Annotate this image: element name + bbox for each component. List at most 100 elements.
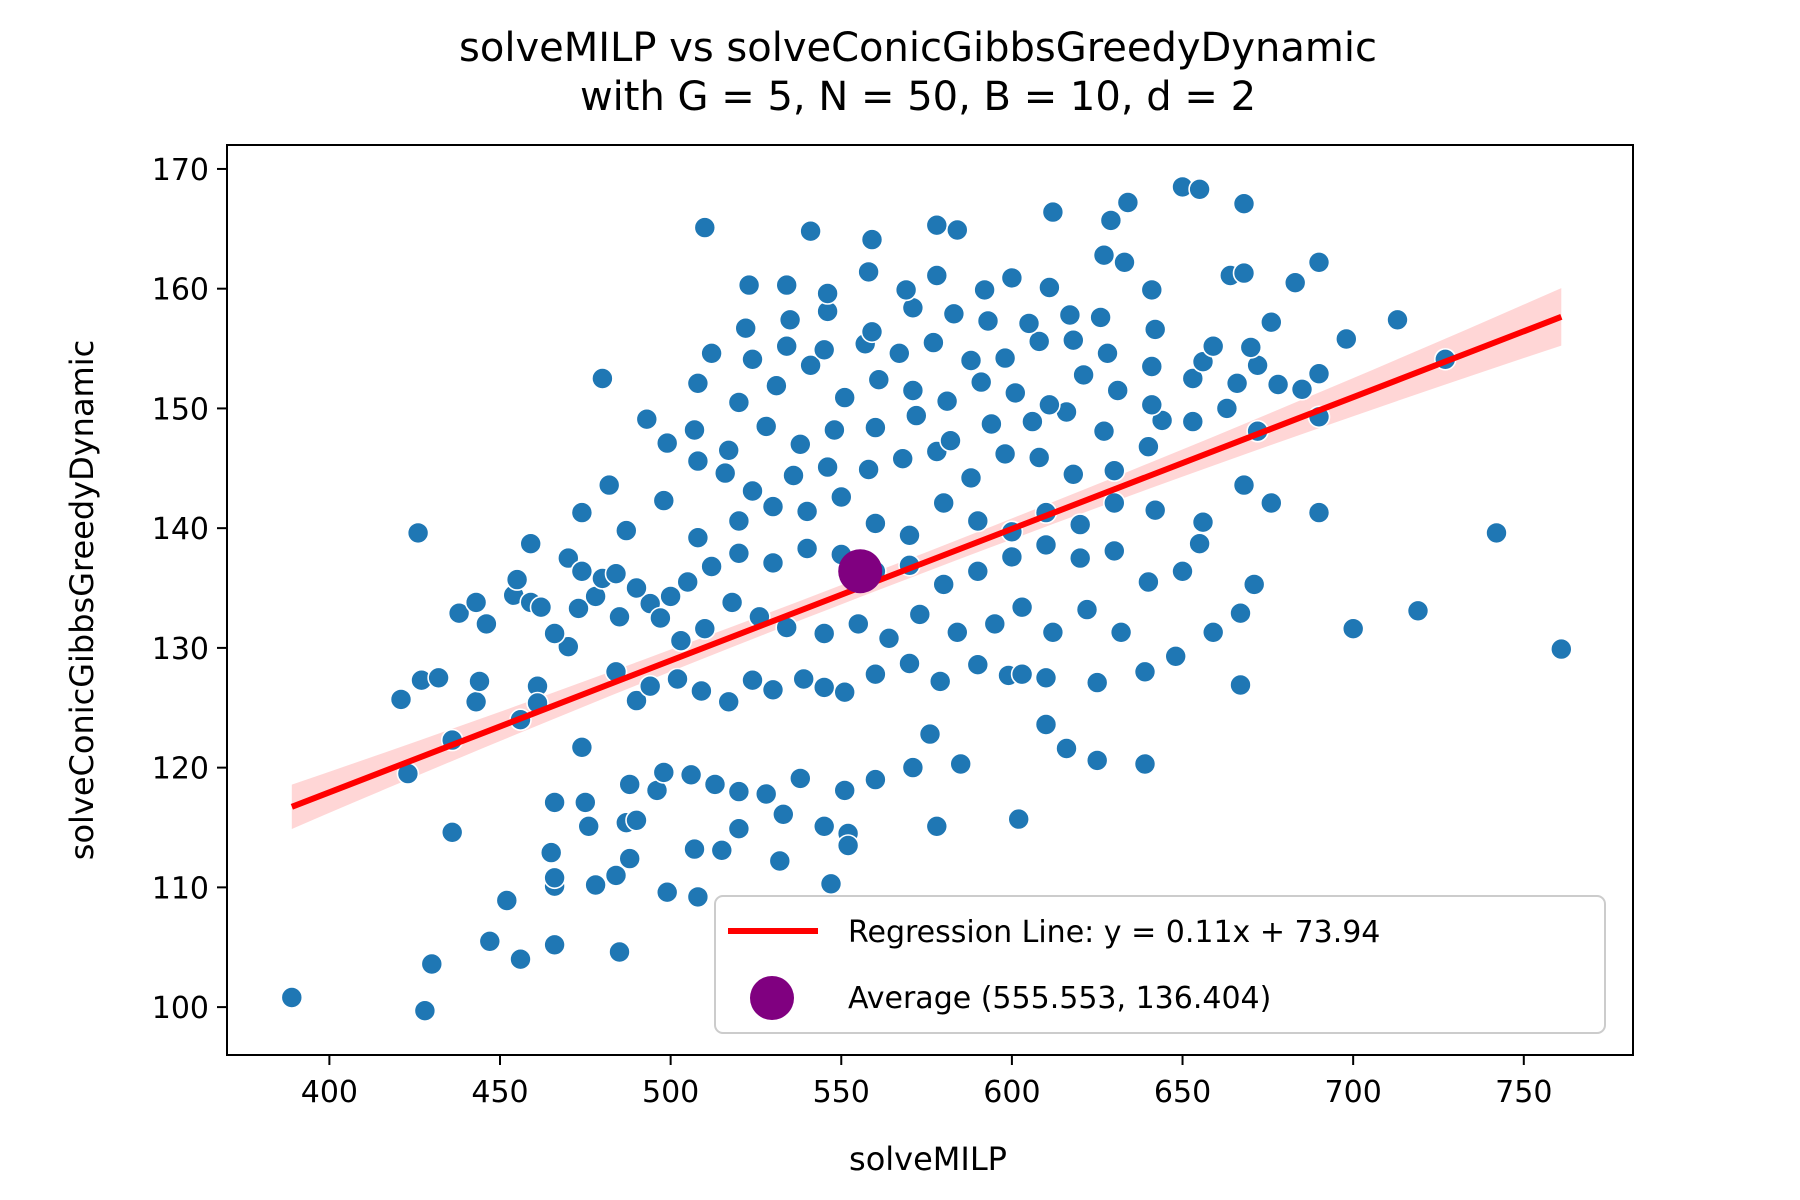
legend-average-swatch (750, 976, 794, 1020)
data-point (1000, 266, 1024, 290)
data-point (570, 735, 594, 759)
data-point (686, 526, 710, 550)
data-point (1143, 498, 1167, 522)
data-point (754, 782, 778, 806)
data-point (1137, 435, 1160, 459)
data-point (1133, 660, 1157, 684)
y-tick-label: 170 (152, 153, 209, 188)
data-point (945, 620, 969, 644)
data-point (505, 568, 529, 591)
data-point (1113, 250, 1136, 274)
data-point (891, 447, 915, 471)
data-point (1027, 330, 1051, 353)
data-point (1068, 546, 1092, 570)
data-point (1092, 419, 1116, 443)
data-point (1034, 533, 1058, 557)
data-point (693, 617, 717, 641)
data-point (792, 667, 816, 691)
data-point (577, 814, 601, 838)
data-point (864, 662, 887, 686)
data-point (539, 841, 563, 864)
data-point (389, 688, 413, 711)
data-point (604, 864, 628, 887)
data-point (1232, 473, 1256, 497)
data-point (966, 653, 990, 677)
data-point (823, 418, 846, 442)
data-point (1010, 595, 1034, 619)
data-point (727, 391, 751, 414)
data-point (1232, 261, 1256, 285)
data-point (1386, 308, 1409, 332)
data-point (683, 837, 706, 861)
data-point (1150, 409, 1174, 432)
data-point (761, 551, 785, 575)
data-point (1109, 620, 1133, 644)
data-point (1188, 532, 1211, 556)
data-point (556, 546, 580, 570)
x-tick-label: 550 (813, 1075, 870, 1110)
data-point (768, 849, 792, 873)
data-point (945, 218, 969, 242)
legend: Regression Line: y = 0.11x + 73.94 Avera… (714, 895, 1606, 1034)
x-axis-label: solveMILP (849, 1140, 1007, 1178)
data-point (1307, 362, 1331, 386)
data-point (816, 455, 839, 479)
x-tick-label: 750 (1495, 1075, 1552, 1110)
data-point (604, 562, 628, 586)
data-point (1201, 620, 1225, 644)
data-point (1307, 501, 1331, 524)
data-point (1041, 200, 1065, 224)
data-point (1232, 192, 1256, 215)
data-point (942, 302, 966, 326)
data-point (925, 814, 949, 838)
data-point (584, 873, 607, 897)
data-point (1137, 570, 1160, 594)
data-point (864, 768, 887, 791)
data-point (700, 555, 723, 578)
data-point (710, 838, 734, 862)
data-point (857, 260, 880, 284)
data-point (819, 872, 843, 896)
legend-regression-label: Regression Line: y = 0.11x + 73.94 (848, 915, 1380, 950)
data-point (1021, 410, 1044, 433)
data-point (720, 591, 744, 614)
data-point (771, 802, 795, 826)
data-point (1007, 807, 1031, 831)
data-point (591, 367, 614, 390)
data-point (679, 763, 703, 787)
data-point (618, 773, 642, 796)
data-point (741, 668, 764, 692)
y-tick-label: 110 (152, 871, 209, 906)
data-point (655, 431, 679, 455)
data-point (1034, 666, 1058, 690)
data-point (782, 464, 805, 487)
data-point (652, 489, 676, 512)
data-point (898, 523, 921, 547)
data-point (406, 521, 430, 545)
data-point (683, 418, 706, 442)
data-point (649, 606, 672, 630)
data-point (608, 605, 631, 629)
data-point (918, 722, 942, 746)
confidence-band-layer (291, 288, 1562, 830)
data-point (1072, 363, 1095, 387)
data-point (713, 461, 737, 485)
data-point (1290, 377, 1314, 401)
data-point (829, 485, 853, 509)
data-point (625, 689, 648, 712)
data-point (877, 626, 901, 650)
y-tick-label: 150 (152, 392, 209, 427)
data-point (857, 458, 880, 481)
data-point (904, 404, 928, 427)
data-point (887, 341, 911, 365)
data-point (570, 559, 594, 583)
data-point (597, 473, 621, 497)
data-point (1550, 637, 1573, 661)
data-point (973, 278, 996, 302)
data-point (1307, 250, 1331, 274)
x-tick-label: 400 (301, 1075, 358, 1110)
data-point (1181, 367, 1205, 390)
data-point (717, 438, 741, 462)
data-point (1283, 271, 1307, 295)
